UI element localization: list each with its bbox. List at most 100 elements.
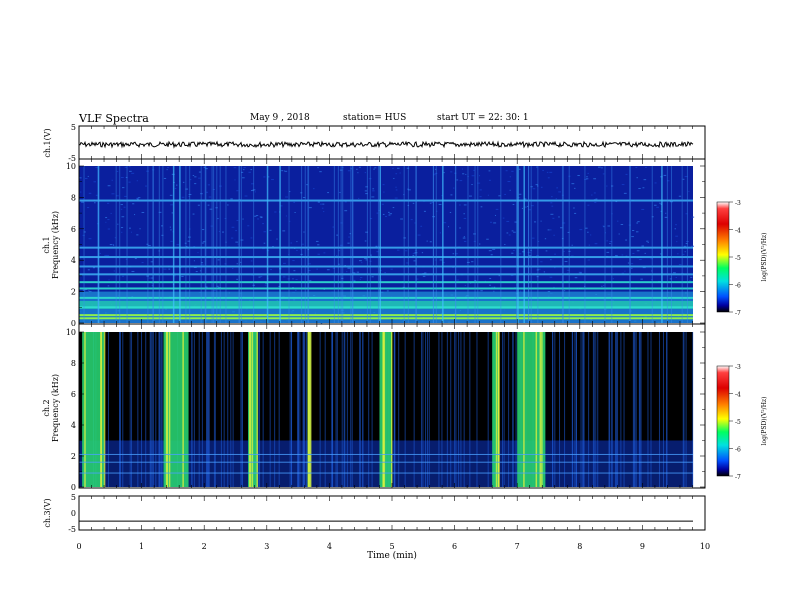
spheric-line (115, 166, 117, 323)
burst-core (495, 332, 498, 487)
spheric-line (152, 166, 154, 323)
frequency-band-line (79, 317, 693, 320)
colorbar-tick-label: -3 (735, 200, 741, 207)
ch3-ytick-mid: 0 (71, 509, 76, 518)
burst-core (535, 332, 538, 487)
spheric-line (189, 166, 191, 323)
spheric-line (640, 332, 642, 487)
spheric-line (219, 166, 221, 323)
spheric-line (432, 166, 434, 323)
spheric-line (369, 166, 371, 323)
y-tick-label: 8 (71, 193, 76, 202)
ch3-waveform-panel: 5 0 -5 ch.3(V) (43, 493, 706, 534)
burst-core (541, 332, 543, 487)
spheric-line (620, 332, 622, 487)
colorbar-tick-label: -7 (735, 474, 741, 481)
spheric-line (161, 332, 163, 487)
spheric-line (460, 332, 462, 487)
x-tick-label: 2 (202, 542, 207, 551)
spheric-line (377, 166, 379, 323)
spheric-line (455, 166, 457, 323)
spheric-line (592, 332, 594, 487)
spheric-line (227, 332, 229, 487)
spheric-line (119, 332, 121, 487)
burst-core (103, 332, 106, 487)
spheric-line (262, 332, 264, 487)
frequency-band-line (79, 265, 693, 268)
ch2-spec-ylabel-line1: ch.2 (42, 399, 51, 416)
spheric-line (350, 332, 352, 487)
spheric-line (301, 166, 303, 323)
spheric-line (288, 166, 290, 323)
frequency-band-line (79, 296, 693, 299)
spheric-line (274, 332, 276, 487)
spheric-line (502, 332, 504, 487)
spheric-line (474, 166, 476, 323)
spheric-line (299, 332, 301, 487)
spheric-line (604, 166, 606, 323)
spheric-line (150, 332, 152, 487)
colorbar-tick-label: -5 (735, 419, 741, 426)
spheric-line (289, 332, 291, 487)
spheric-line (214, 332, 216, 487)
broadband-spike (523, 166, 525, 323)
ch1-spectrogram-panel: 0 2 4 6 8 10 ch.1 Frequency (kHz) (42, 158, 706, 328)
spheric-line (238, 166, 240, 323)
spheric-line (584, 166, 586, 323)
spheric-line (515, 332, 517, 487)
spheric-line (147, 166, 149, 323)
spheric-line (211, 166, 213, 323)
spheric-line (422, 332, 424, 487)
spheric-line (149, 332, 151, 487)
spheric-line (597, 332, 599, 487)
spheric-line (336, 332, 338, 487)
spheric-line (658, 332, 660, 487)
spheric-line (278, 332, 280, 487)
spheric-line (269, 332, 271, 487)
colorbar-ch1-label: log(PSD)(V²/Hz) (761, 233, 768, 282)
frequency-band-line (79, 306, 693, 309)
broadband-spike (266, 166, 269, 323)
broadband-spike (179, 166, 181, 323)
x-tick-label: 7 (515, 542, 520, 551)
spheric-line (528, 166, 530, 323)
spheric-line (552, 332, 554, 487)
ch1-waveform-line (78, 140, 694, 149)
burst-core (539, 332, 542, 487)
burst-core (308, 332, 310, 487)
spheric-line (666, 332, 668, 487)
spheric-line (441, 332, 443, 487)
spheric-line (159, 332, 161, 487)
spheric-line (683, 332, 685, 487)
spheric-line (568, 166, 570, 323)
spheric-line (343, 332, 345, 487)
colorbar-ch1: -3 -4 -5 -6 -7 log(PSD)(V²/Hz) (716, 200, 768, 317)
x-tick-label: 1 (139, 542, 144, 551)
spheric-line (158, 166, 160, 323)
spheric-line (253, 166, 255, 323)
spheric-line (433, 166, 435, 323)
spheric-line (454, 332, 456, 487)
broadband-spike (442, 166, 444, 323)
spheric-line (398, 332, 400, 487)
spheric-line (562, 166, 564, 323)
date-label: May 9 , 2018 (250, 113, 310, 123)
spheric-line (162, 166, 164, 323)
broadband-spike (279, 166, 281, 323)
spheric-line (342, 166, 344, 323)
broadband-burst (82, 332, 105, 487)
spheric-line (122, 332, 124, 487)
broadband-burst (492, 332, 499, 487)
spheric-line (291, 332, 293, 487)
spheric-line (107, 332, 109, 487)
spheric-line (593, 332, 595, 487)
spheric-line (155, 332, 157, 487)
spheric-line (629, 166, 631, 323)
spheric-line (205, 166, 207, 323)
spheric-line (296, 332, 298, 487)
station-label: station= HUS (343, 113, 407, 123)
spheric-line (220, 332, 222, 487)
y-tick-label: 10 (66, 162, 76, 171)
spheric-line (258, 332, 260, 487)
burst-core (251, 332, 254, 487)
